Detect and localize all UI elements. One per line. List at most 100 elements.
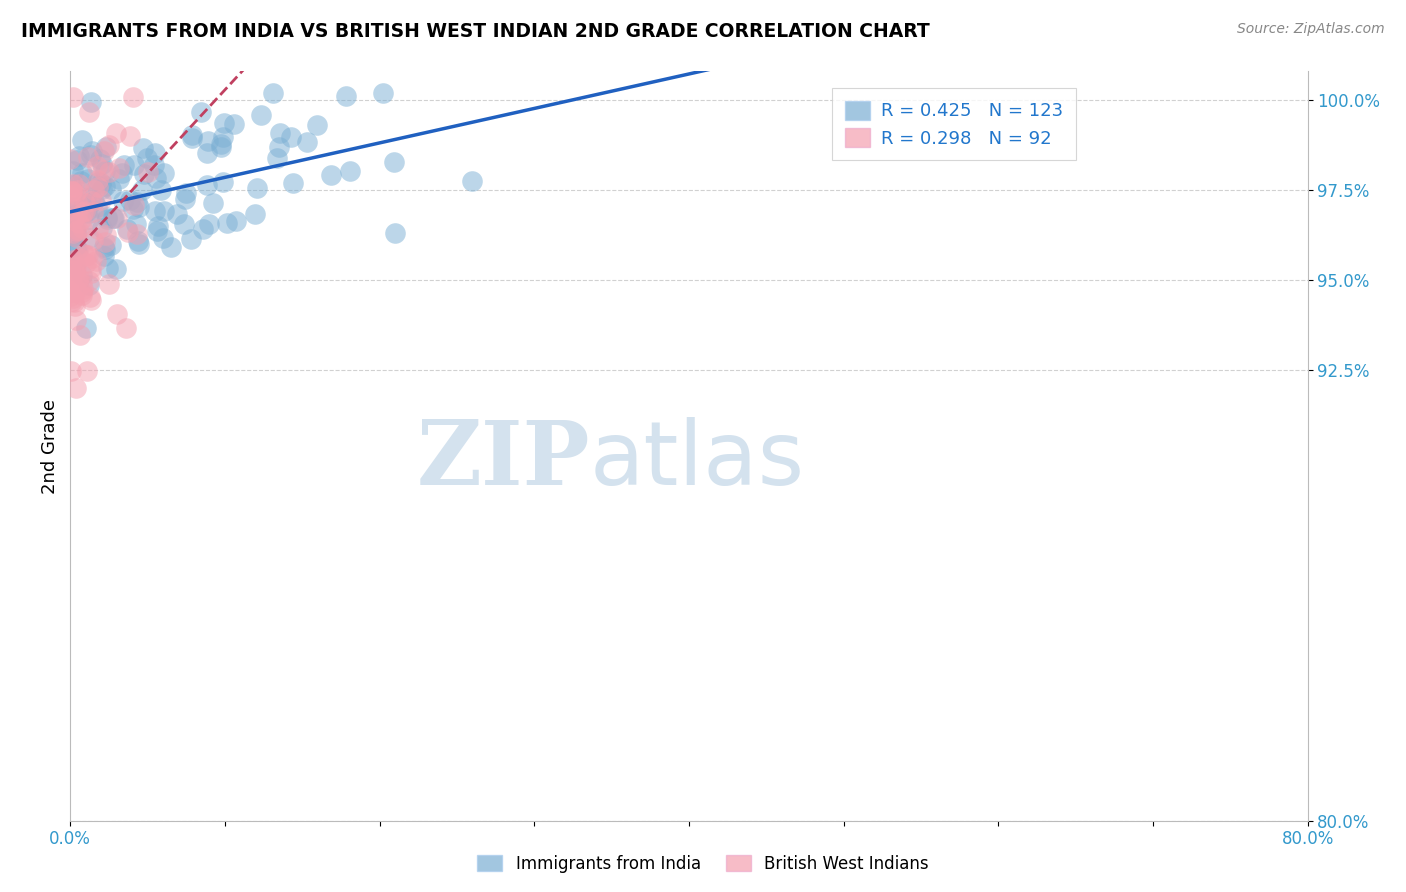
Point [60,269,83,284]
Point [59,153,82,167]
Point [319,168,342,182]
Point [65,299,87,313]
Point [87,222,110,236]
Point [197,134,219,148]
Point [59,289,82,303]
Point [84,254,107,268]
Point [107,161,129,175]
Point [90,194,112,208]
Point [87,176,110,190]
Point [65,260,87,274]
Text: ZIP: ZIP [416,417,591,505]
Point [117,225,139,239]
Point [125,227,148,241]
Point [66,195,89,210]
Point [145,171,167,186]
Point [96,227,118,242]
Point [76,172,98,186]
Point [143,203,166,218]
Point [212,116,235,130]
Point [75,256,97,270]
Point [60,279,83,293]
Point [173,217,195,231]
Point [217,216,239,230]
Point [65,229,87,244]
Point [90,176,112,190]
Point [112,158,135,172]
Point [70,166,93,180]
Point [335,89,357,103]
Point [97,277,120,292]
Point [80,148,103,162]
Point [67,183,90,197]
Point [212,129,235,144]
Point [136,165,159,179]
Point [80,190,103,204]
Point [76,150,98,164]
Point [60,184,83,198]
Point [72,247,94,261]
Point [62,252,84,267]
Point [70,174,93,188]
Point [80,266,103,280]
Point [280,130,302,145]
Point [86,200,108,214]
Point [153,203,176,218]
Point [59,285,82,299]
Point [73,206,96,220]
Point [96,211,118,226]
Point [128,200,150,214]
Point [195,178,218,192]
Point [67,271,90,285]
Point [62,213,84,227]
Point [62,291,84,305]
Point [65,283,87,297]
Point [82,144,104,158]
Point [67,252,90,266]
Point [122,197,145,211]
Point [65,224,87,238]
Point [94,139,117,153]
Point [62,89,84,103]
Point [83,194,105,209]
Point [249,108,271,122]
Point [122,158,145,172]
Point [62,228,84,243]
Point [96,211,118,225]
Point [91,162,114,177]
Point [77,212,100,227]
Point [59,364,82,378]
Point [67,177,90,191]
Point [72,282,94,296]
Point [70,288,93,302]
Point [222,118,245,132]
Point [79,290,101,304]
Point [118,128,141,143]
Point [67,149,90,163]
Point [82,194,104,209]
Point [63,258,86,272]
Point [212,175,235,189]
Point [66,201,89,215]
Point [65,267,87,281]
Point [103,211,125,226]
Point [63,263,86,277]
Point [146,224,169,238]
Point [69,204,91,219]
Point [76,248,98,262]
Y-axis label: 2nd Grade: 2nd Grade [41,399,59,493]
Point [93,240,115,254]
Point [77,277,100,292]
Point [143,145,166,160]
Point [461,174,484,188]
Point [111,166,134,180]
Point [62,163,84,178]
Point [69,328,91,343]
Point [70,221,93,235]
Point [100,182,122,196]
Point [104,261,127,276]
Point [131,183,153,197]
Point [73,196,96,211]
Point [79,95,101,110]
Point [209,140,232,154]
